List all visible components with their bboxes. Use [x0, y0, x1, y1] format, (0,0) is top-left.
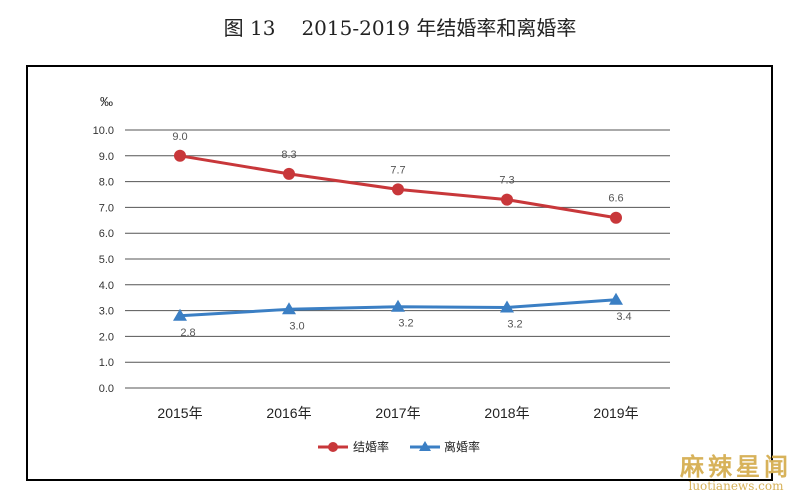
divorce-rate-label: 3.4 — [616, 311, 631, 323]
chart-frame — [26, 65, 773, 481]
marriage-rate-point — [610, 211, 622, 224]
marriage-rate-label: 7.7 — [390, 164, 405, 176]
y-tick-label: 6.0 — [99, 228, 114, 240]
x-tick-label: 2016年 — [266, 405, 311, 421]
y-tick-label: 4.0 — [99, 280, 114, 292]
legend: 结婚率 离婚率 — [318, 439, 480, 454]
series-layer — [173, 149, 623, 321]
y-axis-ticks: 0.0 1.0 2.0 3.0 4.0 5.0 6.0 7.0 8.0 9.0 10.0 — [93, 125, 114, 395]
figure-title: 图 13 2015-2019 年结婚率和离婚率 — [0, 12, 800, 41]
y-tick-label: 7.0 — [99, 202, 114, 214]
figure-title-text: 2015-2019 年结婚率和离婚率 — [301, 16, 577, 40]
divorce-rate-label: 2.8 — [180, 327, 195, 339]
divorce-rate-point — [282, 302, 296, 315]
y-unit-label: ‰ — [100, 94, 113, 109]
marriage-rate-point — [392, 183, 404, 196]
marriage-rate-label: 6.6 — [608, 193, 623, 205]
y-tick-label: 10.0 — [93, 125, 114, 137]
y-tick-label: 8.0 — [99, 177, 114, 189]
marriage-rate-point — [283, 167, 295, 180]
marriage-rate-label: 9.0 — [172, 131, 187, 143]
x-axis-ticks: 2015年 2016年 2017年 2018年 2019年 — [157, 405, 638, 421]
y-tick-label: 3.0 — [99, 306, 114, 318]
divorce-rate-point — [609, 292, 623, 305]
y-tick-label: 5.0 — [99, 254, 114, 266]
divorce-rate-point — [391, 299, 405, 312]
y-tick-label: 0.0 — [99, 383, 114, 395]
marriage-rate-label: 8.3 — [281, 149, 296, 161]
legend-marriage-label: 结婚率 — [353, 439, 389, 454]
x-tick-label: 2015年 — [157, 405, 202, 421]
x-tick-label: 2018年 — [484, 405, 529, 421]
watermark: 麻辣星闻 luotianews.com — [680, 454, 792, 493]
divorce-rate-label: 3.2 — [507, 319, 522, 331]
figure-number: 图 13 — [223, 16, 276, 40]
divorce-rate-point — [500, 300, 514, 313]
x-tick-label: 2019年 — [593, 405, 638, 421]
marriage-rate-label: 7.3 — [499, 175, 514, 187]
divorce-rate-label: 3.2 — [398, 318, 413, 330]
y-tick-label: 9.0 — [99, 151, 114, 163]
divorce-rate-point — [173, 308, 187, 321]
divorce-rate-label: 3.0 — [289, 320, 304, 332]
watermark-main: 麻辣星闻 — [680, 452, 792, 481]
marriage-rate-point — [501, 193, 513, 206]
x-tick-label: 2017年 — [375, 405, 420, 421]
y-tick-label: 1.0 — [99, 357, 114, 369]
legend-divorce-marker — [419, 441, 431, 451]
watermark-sub: luotianews.com — [688, 479, 784, 493]
data-labels: 9.0 8.3 7.7 7.3 6.6 2.8 3.0 3.2 3.2 3.4 — [172, 131, 631, 339]
legend-divorce-label: 离婚率 — [444, 439, 480, 454]
marriage-rate-point — [174, 149, 186, 162]
legend-marriage-marker — [328, 442, 338, 452]
y-tick-label: 2.0 — [99, 331, 114, 343]
grid-lines — [125, 129, 670, 389]
